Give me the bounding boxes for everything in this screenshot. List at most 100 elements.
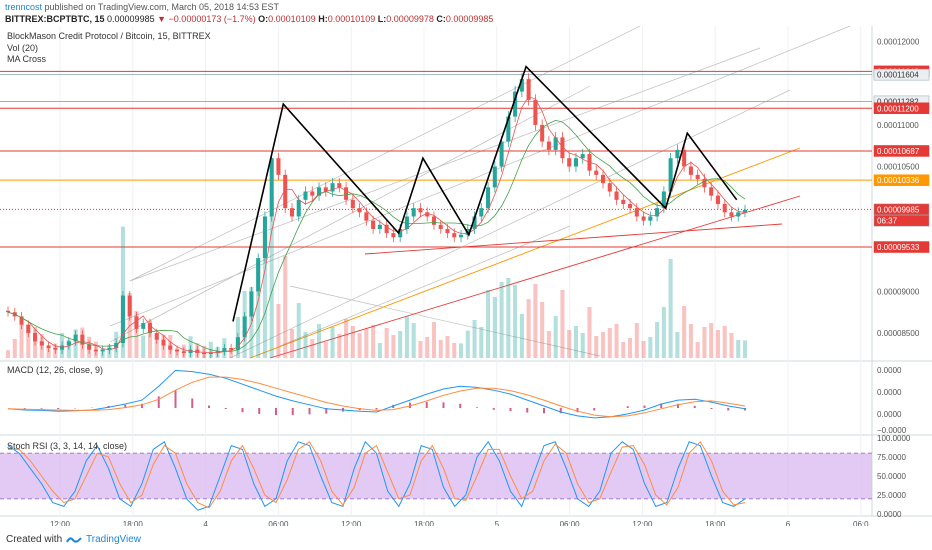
candle-body — [384, 224, 389, 234]
price-change: −0.00000173 (−1.7%) — [168, 14, 256, 24]
volume-bar — [425, 337, 430, 358]
price-level-badge — [873, 214, 930, 227]
candle-body — [722, 203, 727, 213]
candle-body — [337, 183, 342, 188]
volume-bar — [316, 324, 322, 358]
candles — [5, 73, 748, 358]
candle-body — [215, 351, 220, 354]
volume-bar — [5, 350, 11, 358]
volume-bar — [391, 335, 396, 358]
candle-body — [702, 179, 707, 188]
price-level-badge — [873, 102, 930, 115]
candle-body — [621, 199, 626, 204]
candle-body — [310, 191, 315, 196]
price-level-label: 0.00011282 — [877, 97, 919, 106]
time-tick-label: 18:00 — [414, 520, 435, 526]
footer: Created with TradingView — [0, 530, 932, 550]
chart-header: trenncost published on TradingView.com, … — [0, 0, 932, 26]
macd-tick-label: 0.0000 — [877, 366, 902, 375]
price-level-label: 0.00010687 — [877, 147, 920, 156]
chart-area[interactable]: 0.000116430.000116040.000112820.00011200… — [0, 25, 932, 529]
candle-body — [377, 224, 382, 229]
stoch-tick-label: 0.0000 — [877, 510, 902, 519]
volume-bar — [506, 278, 511, 358]
fan-line — [129, 47, 761, 282]
price-level-label: 0.00009533 — [877, 243, 920, 252]
volume-bar — [682, 306, 687, 358]
time-tick-label: 12:00 — [50, 520, 71, 526]
price-level-label: 0.00009985 — [877, 205, 920, 214]
price-level-badge — [873, 145, 930, 157]
volume-bar — [546, 331, 551, 358]
volume-bar — [661, 307, 666, 358]
candle-body — [175, 349, 180, 352]
fan-line — [279, 225, 571, 347]
stoch-rsi-band — [0, 452, 872, 500]
publisher-name[interactable]: trenncost — [5, 2, 43, 12]
time-tick-label: 06:00 — [560, 520, 581, 526]
macd-tick-label: −0.0000 — [877, 426, 907, 435]
volume-bar — [533, 284, 538, 358]
candle-body — [5, 310, 11, 313]
candle-body — [404, 216, 409, 229]
volume-bar — [641, 341, 646, 358]
candle-body — [26, 324, 31, 334]
high-label: H: — [318, 14, 328, 24]
volume-bar — [560, 290, 565, 358]
volume-bar — [722, 326, 727, 358]
macd-tick-label: 0.0000 — [877, 388, 902, 397]
macd-tick-label: 0.0000 — [877, 410, 902, 419]
low-label: L: — [377, 14, 387, 24]
candle-body — [594, 170, 599, 175]
candle-body — [147, 323, 153, 334]
time-tick-label: 6 — [786, 520, 791, 526]
candle-body — [519, 79, 524, 92]
volume-bar — [344, 319, 349, 358]
volume-bar — [262, 235, 267, 358]
volume-bar — [540, 302, 545, 358]
candle-body — [262, 216, 267, 259]
candle-body — [269, 158, 274, 217]
candle-body — [222, 348, 227, 352]
candle-body — [208, 353, 213, 355]
chart-svg[interactable]: 0.000116430.000116040.000112820.00011200… — [0, 25, 932, 529]
time-axis: 12:00 18:00 4 06:00 12:00 18:00 5 06:00 12:00 18:… — [50, 520, 869, 529]
candle-body — [695, 174, 700, 180]
candle-body — [141, 323, 146, 329]
candle-body — [100, 349, 105, 352]
fan-line — [229, 89, 791, 359]
volume-bar — [303, 332, 308, 358]
volume-bar — [742, 340, 748, 358]
fan-line — [289, 285, 601, 357]
close-value: 0.00009985 — [445, 14, 494, 24]
time-tick-label: 18:00 — [123, 520, 144, 526]
price-level-label: 0.00011200 — [877, 104, 919, 113]
candle-body — [357, 208, 362, 213]
candle-body — [567, 158, 572, 167]
volume-bar — [283, 256, 288, 358]
candle-body — [202, 353, 207, 355]
stoch-tick-label: 75.0000 — [877, 453, 906, 462]
symbol-label: BITTREX:BCPTBTC, 15 — [5, 14, 105, 24]
candle-body — [154, 333, 159, 340]
published-text: published on TradingView.com, March 05, … — [44, 2, 280, 12]
time-tick-label: 06:00 — [268, 520, 289, 526]
candle-body — [661, 191, 666, 209]
candle-body — [283, 174, 288, 209]
volume-bar — [729, 333, 734, 358]
volume-bar — [269, 198, 274, 358]
volume-bar — [519, 314, 524, 358]
volume-bar — [675, 332, 680, 358]
stoch-tick-label: 25.0000 — [877, 491, 906, 500]
candle-body — [486, 187, 491, 209]
volume-bar — [12, 339, 17, 358]
ma-fast-line — [7, 96, 746, 354]
orange-trend-line — [249, 147, 801, 359]
candle-body — [120, 295, 125, 344]
tradingview-brand[interactable]: TradingView — [86, 534, 142, 545]
legend-title: BlockMason Credit Protocol / Bitcoin, 15… — [7, 31, 211, 41]
volume-bar — [19, 324, 24, 358]
volume-bar — [499, 282, 504, 358]
volume-bar — [337, 334, 342, 358]
candle-body — [546, 141, 551, 150]
